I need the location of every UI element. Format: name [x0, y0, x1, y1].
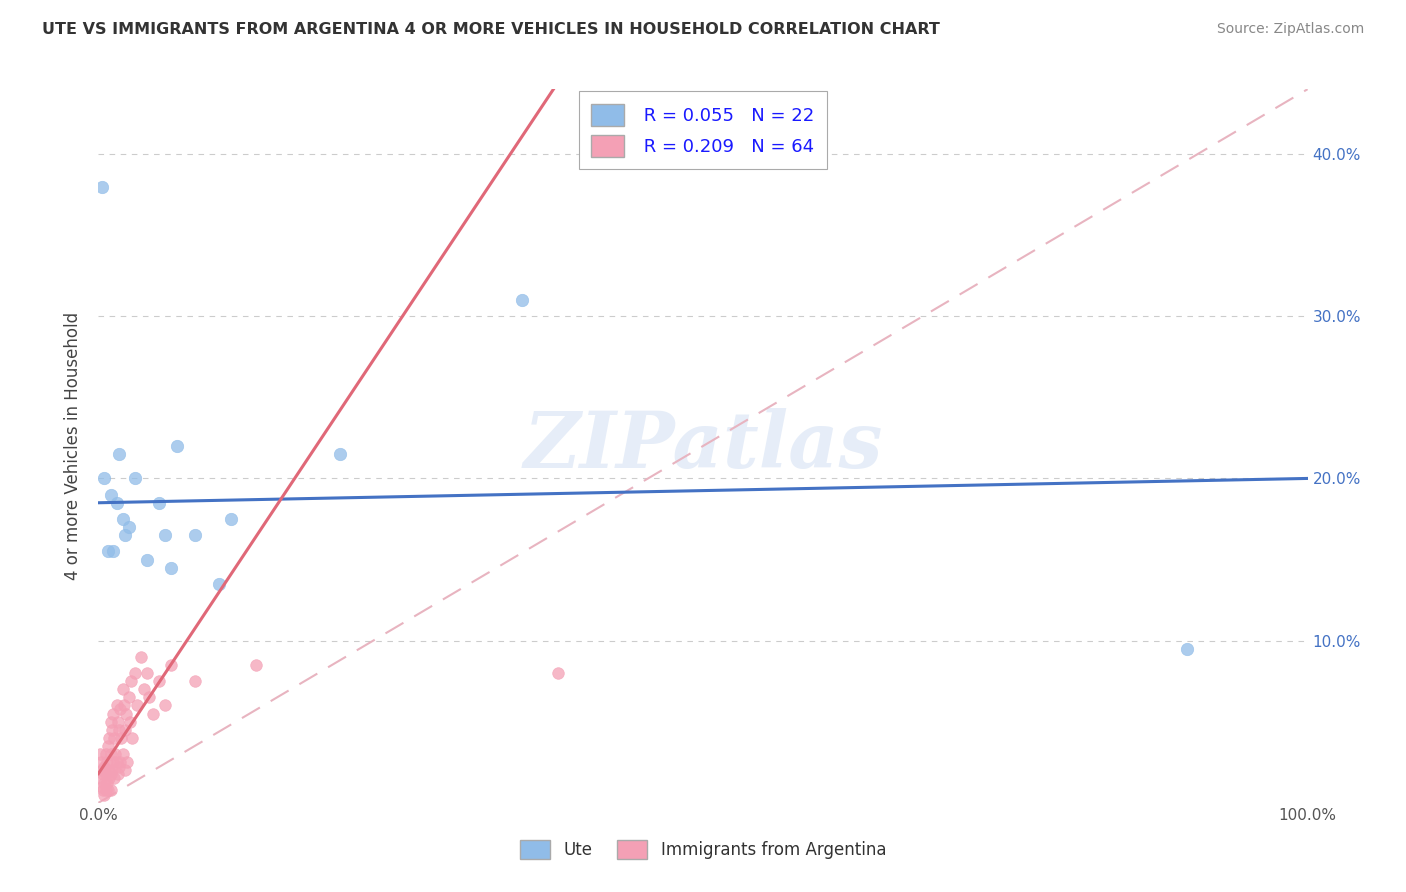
- Point: [135, 552, 157, 566]
- Point: [97, 544, 120, 558]
- Point: [107, 714, 129, 729]
- Point: [129, 649, 152, 664]
- Point: [108, 723, 131, 737]
- Point: [127, 698, 149, 713]
- Point: [100, 714, 122, 729]
- Point: [105, 698, 128, 713]
- Point: [107, 766, 129, 780]
- Point: [100, 488, 122, 502]
- Point: [97, 764, 120, 778]
- Point: [221, 512, 243, 526]
- Point: [135, 666, 157, 681]
- Point: [160, 560, 183, 574]
- Point: [108, 760, 131, 774]
- Point: [118, 690, 141, 705]
- Point: [100, 766, 122, 780]
- Point: [148, 496, 170, 510]
- Point: [134, 682, 156, 697]
- Y-axis label: 4 or more Vehicles in Household: 4 or more Vehicles in Household: [65, 312, 83, 580]
- Point: [121, 731, 143, 745]
- Point: [184, 528, 207, 542]
- Point: [160, 657, 183, 672]
- Point: [101, 706, 124, 721]
- Point: [100, 747, 122, 761]
- Point: [94, 766, 117, 780]
- Point: [100, 723, 122, 737]
- Point: [547, 666, 569, 681]
- Point: [148, 674, 170, 689]
- Point: [108, 702, 131, 716]
- Point: [124, 471, 146, 485]
- Point: [114, 764, 136, 778]
- Point: [100, 764, 122, 778]
- Point: [1175, 641, 1198, 656]
- Point: [94, 747, 117, 761]
- Point: [118, 714, 141, 729]
- Point: [100, 782, 122, 797]
- Point: [98, 772, 121, 786]
- Point: [184, 674, 207, 689]
- Point: [97, 739, 120, 753]
- Text: UTE VS IMMIGRANTS FROM ARGENTINA 4 OR MORE VEHICLES IN HOUSEHOLD CORRELATION CHA: UTE VS IMMIGRANTS FROM ARGENTINA 4 OR MO…: [42, 22, 941, 37]
- Point: [112, 698, 135, 713]
- Text: ZIPatlas: ZIPatlas: [523, 408, 883, 484]
- Point: [108, 756, 131, 770]
- Point: [108, 447, 131, 461]
- Point: [114, 528, 136, 542]
- Point: [93, 776, 115, 790]
- Point: [111, 512, 134, 526]
- Point: [91, 782, 114, 797]
- Point: [91, 764, 114, 778]
- Legend: Ute, Immigrants from Argentina: Ute, Immigrants from Argentina: [513, 834, 893, 866]
- Point: [120, 674, 142, 689]
- Point: [103, 772, 125, 786]
- Point: [115, 706, 138, 721]
- Point: [166, 439, 188, 453]
- Point: [101, 756, 124, 770]
- Point: [104, 747, 127, 761]
- Point: [90, 772, 112, 786]
- Point: [153, 698, 176, 713]
- Point: [91, 766, 114, 780]
- Point: [93, 788, 115, 802]
- Point: [93, 471, 115, 485]
- Point: [110, 731, 132, 745]
- Point: [111, 747, 134, 761]
- Point: [124, 666, 146, 681]
- Text: Source: ZipAtlas.com: Source: ZipAtlas.com: [1216, 22, 1364, 37]
- Point: [510, 293, 533, 307]
- Point: [103, 731, 125, 745]
- Point: [153, 528, 176, 542]
- Point: [94, 782, 117, 797]
- Point: [329, 447, 352, 461]
- Point: [91, 179, 114, 194]
- Point: [91, 780, 114, 794]
- Point: [138, 690, 160, 705]
- Point: [245, 657, 267, 672]
- Point: [114, 723, 136, 737]
- Point: [111, 682, 134, 697]
- Point: [105, 756, 128, 770]
- Point: [105, 496, 128, 510]
- Point: [98, 731, 121, 745]
- Point: [118, 520, 141, 534]
- Point: [208, 577, 231, 591]
- Point: [89, 747, 111, 761]
- Point: [142, 706, 165, 721]
- Point: [101, 544, 124, 558]
- Point: [96, 776, 118, 790]
- Point: [97, 782, 120, 797]
- Point: [93, 760, 115, 774]
- Point: [96, 756, 118, 770]
- Point: [90, 756, 112, 770]
- Point: [117, 756, 139, 770]
